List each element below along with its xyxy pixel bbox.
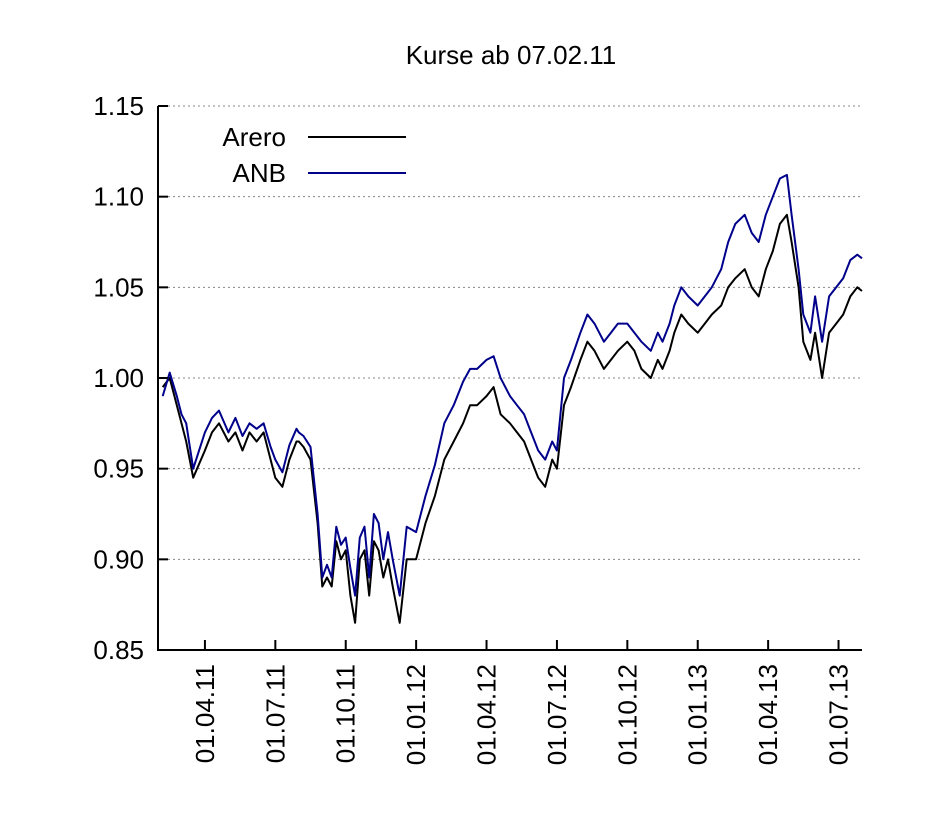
legend-label-anb: ANB: [233, 158, 286, 188]
y-tick-label: 1.15: [93, 91, 144, 121]
y-tick-label: 0.85: [93, 635, 144, 665]
x-tick-label: 01.07.12: [542, 664, 572, 765]
y-tick-label: 0.95: [93, 454, 144, 484]
legend-label-arero: Arero: [222, 122, 286, 152]
grid-lines: [158, 105, 862, 560]
axes: 0.85 0.90 0.95 1.00 1.05 1.10 1.15 01.04.11 01.0…: [93, 91, 862, 765]
x-tick-label: 01.07.13: [824, 664, 854, 765]
y-tick-label: 1.10: [93, 182, 144, 212]
y-tick-label: 0.90: [93, 544, 144, 574]
x-tick-label: 01.04.13: [753, 664, 783, 765]
chart-title: Kurse ab 07.02.11: [406, 40, 617, 70]
series-layer: [161, 173, 863, 624]
series-line-anb: [161, 173, 863, 597]
y-tick-label: 1.00: [93, 363, 144, 393]
x-tick-label: 01.04.12: [472, 664, 502, 765]
y-tick-label: 1.05: [93, 272, 144, 302]
x-tick-label: 01.10.12: [612, 664, 642, 765]
axis-frame: [157, 106, 862, 651]
legend: Arero ANB: [222, 122, 406, 188]
x-tick-label: 01.07.11: [260, 664, 290, 763]
x-tick-label: 01.01.12: [401, 664, 431, 765]
x-tick-label: 01.10.11: [331, 664, 361, 763]
x-tick-label: 01.04.11: [190, 664, 220, 763]
x-tick-label: 01.01.13: [683, 664, 713, 765]
series-line-arero: [161, 213, 863, 624]
